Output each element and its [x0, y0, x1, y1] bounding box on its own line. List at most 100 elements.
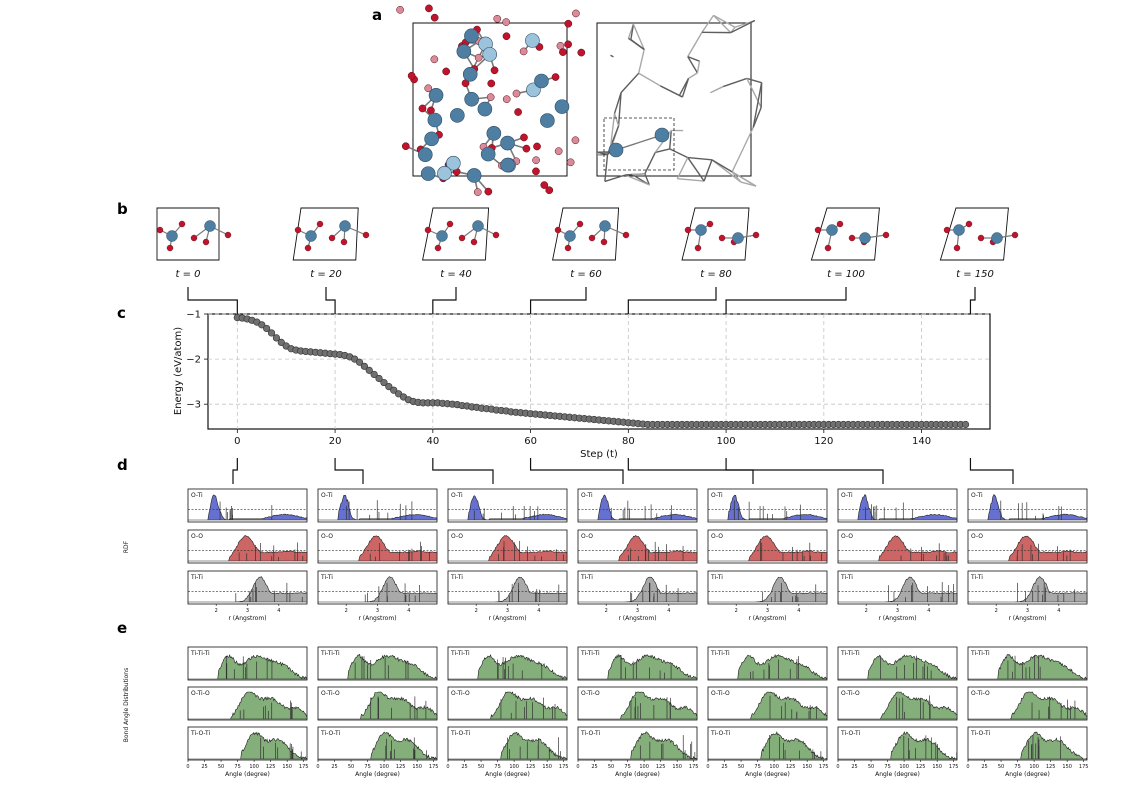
adf-x-tick-label: 175	[949, 764, 959, 770]
rdf-x-tick-label: 2	[995, 608, 998, 614]
oxygen-atom	[577, 48, 586, 57]
adf-triplet-label: Ti-Ti-Ti	[320, 650, 340, 657]
rdf-x-tick-label: 4	[537, 608, 540, 614]
energy-xlabel: Step (t)	[580, 449, 618, 460]
rdf-pair-label: Ti-Ti	[710, 574, 723, 581]
snapshot-titanium-atom	[339, 220, 351, 232]
adf-xlabel: Angle (degree)	[1005, 771, 1050, 778]
snapshot-oxygen-atom	[943, 226, 951, 234]
adf-triplet-label: Ti-O-Ti	[840, 730, 860, 737]
titanium-atom	[480, 146, 496, 162]
adf-curve	[968, 653, 1088, 680]
rdf-x-tick-label: 4	[797, 608, 800, 614]
adf-subplot-ti-o-ti: Ti-O-Ti 0 25 50 75 100 125 150 175 Angle (degree)	[186, 726, 308, 778]
snapshot-oxygen-atom	[434, 244, 442, 252]
snapshot-time-label: t = 20	[310, 269, 341, 280]
rdf-x-tick-label: 4	[407, 608, 410, 614]
network-bond	[713, 14, 736, 28]
snapshot-titanium-atom	[599, 220, 611, 232]
adf-x-tick-label: 175	[429, 764, 439, 770]
oxygen-atom	[559, 48, 567, 56]
rdf-pair-label: Ti-Ti	[450, 574, 463, 581]
rdf-column-t80: O-Ti O-O Ti-Ti 2 3 4 r (Angstrom)	[707, 488, 828, 622]
rdf-x-tick-label: 4	[667, 608, 670, 614]
snapshot-oxygen-atom	[446, 220, 454, 228]
snapshot-oxygen-atom	[202, 238, 210, 246]
adf-triplet-label: O-Ti-O	[581, 690, 600, 697]
snapshot-titanium-atom	[564, 230, 576, 242]
rdf-curve	[968, 576, 1088, 603]
rdf-subplot-o-o: O-O	[707, 529, 828, 564]
snapshot-cell-box	[292, 207, 359, 261]
snapshot-titanium-atom	[695, 224, 707, 236]
bottom-connector	[529, 458, 624, 484]
network-box	[596, 22, 752, 177]
adf-triplet-label: Ti-O-Ti	[580, 730, 600, 737]
rdf-curve	[708, 576, 828, 603]
energy-series-points	[233, 314, 970, 429]
rdf-column-t150: O-Ti O-O Ti-Ti 2 3 4 r (Angstrom)	[967, 488, 1088, 622]
rdf-curve	[448, 535, 568, 562]
oxygen-atom	[493, 14, 502, 23]
energy-data-point	[390, 386, 398, 394]
rdf-subplot-ti-ti: Ti-Ti 2 3 4 r (Angstrom)	[187, 570, 308, 622]
snapshot-titanium-atom	[305, 230, 317, 242]
bottom-connector	[232, 458, 238, 484]
network-bond	[687, 55, 700, 62]
rdf-subplot-o-ti: O-Ti	[577, 488, 698, 523]
adf-x-tick-label: 75	[754, 764, 760, 770]
rdf-pair-label: Ti-Ti	[580, 574, 593, 581]
rdf-subplot-o-ti: O-Ti	[967, 488, 1088, 523]
rdf-pair-label: O-Ti	[451, 492, 463, 499]
snapshot-time-label: t = 80	[700, 269, 731, 280]
snapshot-titanium-atom	[953, 224, 965, 236]
adf-triplet-label: O-Ti-O	[841, 690, 860, 697]
rdf-x-tick-label: 3	[896, 608, 899, 614]
adf-curve	[708, 691, 828, 720]
network-bond	[613, 113, 620, 127]
rdf-pair-label: O-Ti	[581, 492, 593, 499]
network-bond	[625, 174, 650, 186]
adf-triplet-label: Ti-O-Ti	[190, 730, 210, 737]
titanium-atom	[500, 157, 515, 173]
panel-letter-c: c	[117, 304, 126, 322]
snapshot-oxygen-atom	[824, 244, 832, 252]
adf-xlabel: Angle (degree)	[875, 771, 920, 778]
adf-x-tick-label: 100	[509, 764, 519, 770]
adf-xlabel: Angle (degree)	[485, 771, 530, 778]
rdf-x-tick-label: 4	[277, 608, 280, 614]
rdf-curve	[708, 494, 828, 521]
top-connector	[969, 287, 976, 314]
adf-triplet-label: Ti-Ti-Ti	[190, 650, 210, 657]
adf-x-tick-label: 150	[542, 764, 552, 770]
oxygen-atom	[424, 84, 433, 93]
network-bond	[731, 127, 754, 173]
rdf-x-tick-label: 2	[475, 608, 478, 614]
rdf-curve	[578, 494, 698, 521]
oxygen-atom	[486, 93, 495, 101]
rdf-subplot-ti-ti: Ti-Ti 2 3 4 r (Angstrom)	[967, 570, 1088, 622]
adf-subplot-ti-o-ti: Ti-O-Ti 0 25 50 75 100 125 150 175 Angle (degree)	[316, 726, 439, 778]
x-tick-label: 140	[912, 436, 931, 447]
oxygen-atom	[545, 186, 554, 195]
energy-data-point	[380, 378, 388, 387]
panel-b-snapshots: t = 0 t = 20 t = 40 t = 60 t = 80 t = 100 t = …	[156, 207, 1019, 280]
rdf-curve	[448, 576, 568, 603]
network-bond	[687, 157, 705, 182]
oxygen-atom	[418, 104, 427, 113]
snapshot-time-label: t = 100	[827, 269, 865, 280]
snapshot-oxygen-atom	[328, 234, 336, 242]
snapshot-oxygen-atom	[814, 226, 822, 234]
panel-a-structures	[396, 4, 763, 196]
oxygen-atom	[474, 53, 483, 62]
adf-triplet-label: Ti-O-Ti	[320, 730, 340, 737]
energy-data-point	[355, 358, 364, 366]
rdf-x-tick-label: 2	[735, 608, 738, 614]
adf-x-tick-label: 100	[769, 764, 779, 770]
adf-x-tick-label: 100	[249, 764, 259, 770]
snapshot-cell-box	[681, 207, 750, 261]
network-bond	[637, 49, 645, 74]
snapshot-titanium-atom	[732, 232, 744, 244]
snapshot-oxygen-atom	[848, 234, 856, 242]
adf-subplot-ti-o-ti: Ti-O-Ti 0 25 50 75 100 125 150 175 Angle (degree)	[446, 726, 568, 778]
